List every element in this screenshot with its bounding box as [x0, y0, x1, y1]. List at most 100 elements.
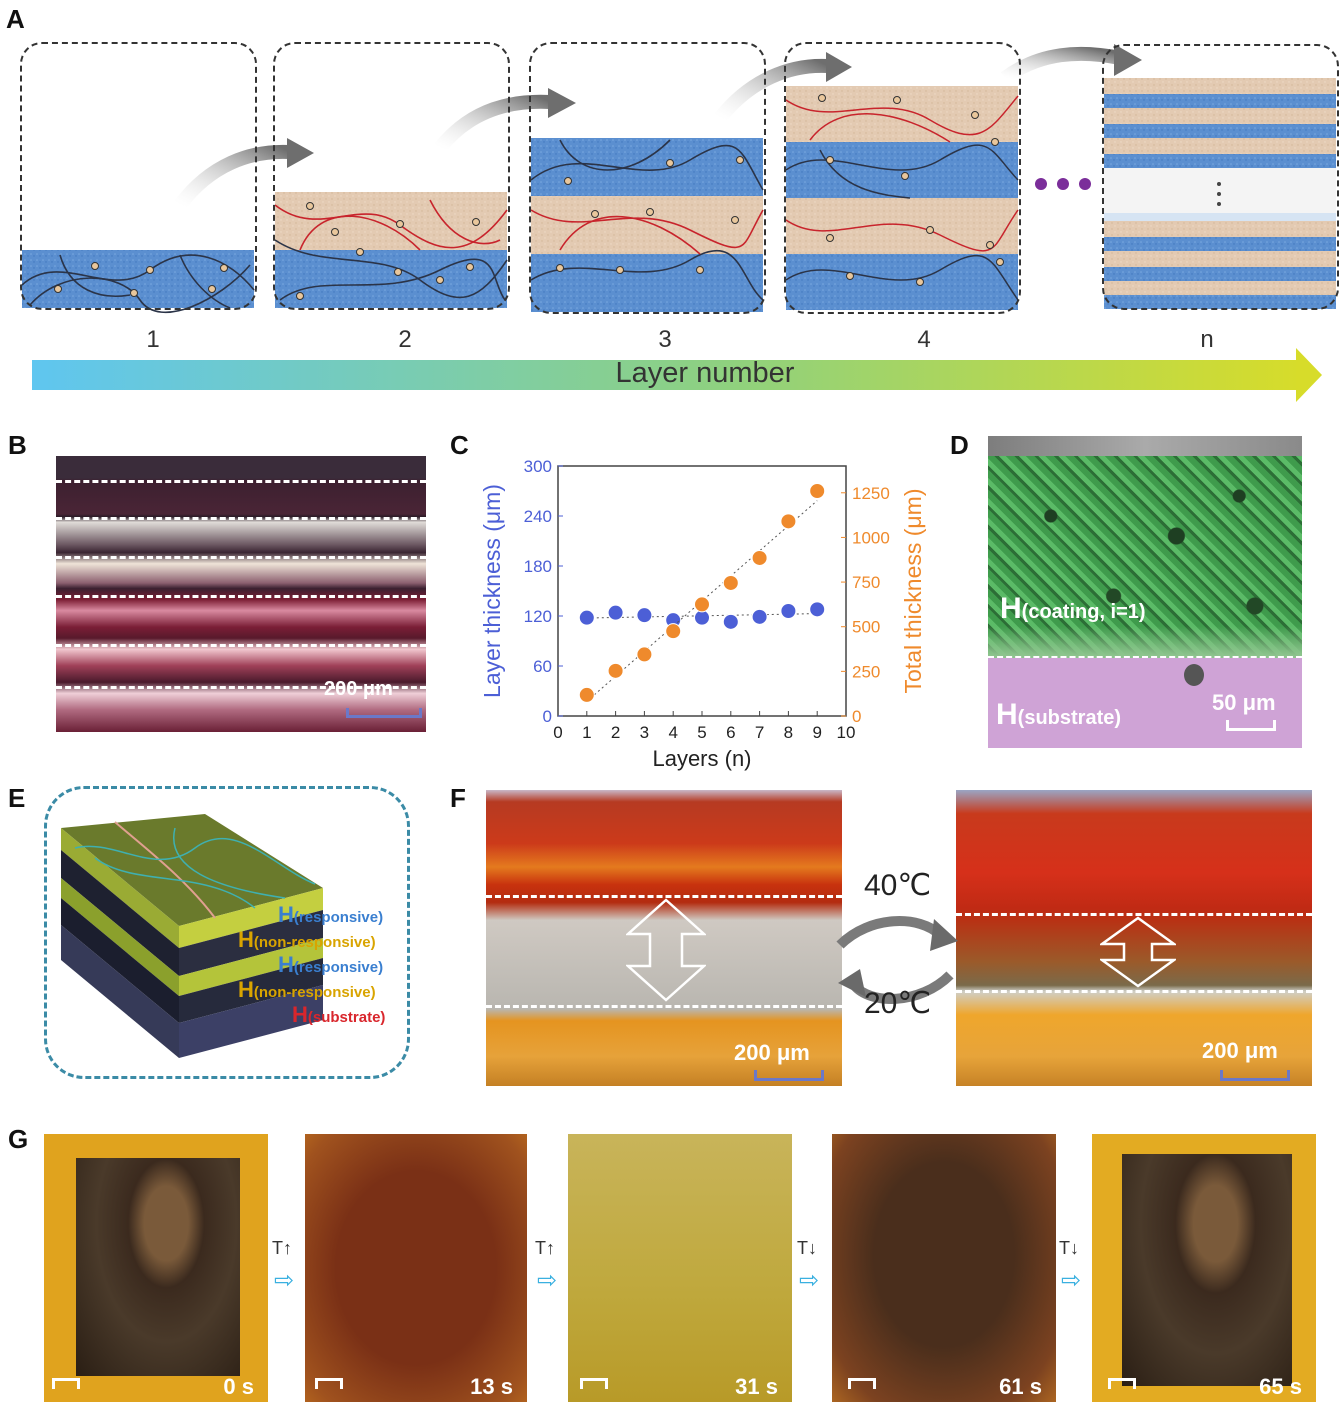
optical-micrograph-layers: 200 μm [56, 456, 426, 732]
next-arrow-2: ⇨ [537, 1266, 557, 1295]
time-label-2: 31 s [735, 1374, 778, 1400]
data-point-left [637, 608, 652, 623]
time-label-1: 13 s [470, 1374, 513, 1400]
next-arrow-3: ⇨ [799, 1266, 819, 1295]
next-arrow-4: ⇨ [1061, 1266, 1081, 1295]
y2-tick-label: 1000 [852, 528, 890, 547]
legend-responsive-1: H(responsive) [278, 904, 385, 929]
thickness-chart: 0 1 2 3 4 5 6 7 8 9 100601201802403000250500750100… [470, 440, 930, 785]
legend-substrate: H(substrate) [292, 1004, 385, 1029]
time-label-3: 61 s [999, 1374, 1042, 1400]
x-tick-label: 8 [784, 723, 793, 742]
substrate-label: H(substrate) [996, 698, 1121, 732]
x-tick-label: 0 [553, 723, 562, 742]
y-tick-label: 60 [533, 657, 552, 676]
y2-tick-label: 250 [852, 662, 880, 681]
scale-label-f-left: 200 μm [734, 1040, 810, 1066]
data-point-right [810, 484, 825, 499]
cross-section-20c: 200 μm [486, 790, 842, 1086]
arrow-label-1: T↑ [272, 1238, 292, 1259]
photo-61s: 61 s [832, 1134, 1056, 1402]
arrow-label-2: T↑ [535, 1238, 555, 1259]
x-tick-label: 4 [668, 723, 677, 742]
layer-number-axis-label: Layer number [560, 357, 850, 390]
data-point-right [781, 514, 796, 529]
stage-3-box [529, 42, 766, 314]
data-point-left [810, 602, 825, 617]
time-label-0: 0 s [223, 1374, 254, 1400]
data-point-right [637, 647, 652, 662]
ellipsis-dots [1035, 178, 1091, 190]
data-point-right [695, 597, 710, 612]
x-tick-label: 1 [582, 723, 591, 742]
time-label-4: 65 s [1259, 1374, 1302, 1400]
x-tick-label: 5 [697, 723, 706, 742]
y2-tick-label: 1250 [852, 484, 890, 503]
y2-tick-label: 500 [852, 618, 880, 637]
legend-responsive-2: H(responsive) [278, 954, 385, 979]
stage-label-1: 1 [133, 326, 173, 354]
plot-frame [558, 466, 846, 716]
stage-label-2: 2 [385, 326, 425, 354]
x-axis-label: Layers (n) [652, 746, 751, 771]
data-point-left [781, 604, 796, 619]
scale-bar-d [1226, 720, 1276, 731]
data-point-right [723, 575, 738, 590]
photo-31s: 31 s [568, 1134, 792, 1402]
scale-label-b: 200 μm [324, 678, 393, 701]
data-point-left [608, 605, 623, 620]
y-tick-label: 180 [524, 557, 552, 576]
panel-letter-d: D [950, 430, 969, 461]
scale-bar-f-left [754, 1070, 824, 1081]
stage-n-box [1102, 44, 1339, 310]
data-point-right [608, 663, 623, 678]
data-point-right [752, 550, 767, 565]
panel-letter-g: G [8, 1124, 28, 1155]
panel-letter-c: C [450, 430, 469, 461]
data-point-left [752, 609, 767, 624]
photo-13s: 13 s [305, 1134, 527, 1402]
y-axis-label: Layer thickness (μm) [479, 484, 505, 698]
cross-section-40c: 200 μm [956, 790, 1312, 1086]
stage-label-n: n [1187, 326, 1227, 354]
scale-label-d: 50 μm [1212, 690, 1276, 716]
data-point-left [579, 610, 594, 625]
x-tick-label: 6 [726, 723, 735, 742]
legend-nonresponsive-1: H(non-responsive) [238, 929, 385, 954]
photo-0s: 0 s [44, 1134, 268, 1402]
stage-label-4: 4 [904, 326, 944, 354]
y2-axis-label: Total thickness (μm) [900, 489, 926, 694]
stage-label-3: 3 [645, 326, 685, 354]
stage-1-box [20, 42, 257, 310]
photo-65s: 65 s [1092, 1134, 1316, 1402]
data-point-right [666, 624, 681, 639]
y2-tick-label: 750 [852, 573, 880, 592]
arrow-label-4: T↓ [1059, 1238, 1079, 1259]
sem-image: H(coating, i=1) H(substrate) 50 μm [988, 436, 1302, 748]
legend-nonresponsive-2: H(non-responsive) [238, 979, 385, 1004]
y-tick-label: 240 [524, 507, 552, 526]
stage-4-box [784, 42, 1021, 314]
scale-bar-b [346, 708, 422, 718]
y-tick-label: 0 [543, 707, 552, 726]
temp-low-label: 20℃ [864, 986, 931, 1021]
x-tick-label: 9 [812, 723, 821, 742]
data-point-right [579, 687, 594, 702]
next-arrow-1: ⇨ [274, 1266, 294, 1295]
panel-letter-f: F [450, 783, 466, 814]
scale-label-f-right: 200 μm [1202, 1038, 1278, 1064]
data-point-left [695, 610, 710, 625]
coating-label: H(coating, i=1) [1000, 592, 1146, 626]
x-tick-label: 7 [755, 723, 764, 742]
stage-2-box [273, 42, 510, 310]
arrow-label-3: T↓ [797, 1238, 817, 1259]
scale-bar-f-right [1220, 1070, 1290, 1081]
y-tick-label: 120 [524, 607, 552, 626]
x-tick-label: 2 [611, 723, 620, 742]
panel-letter-e: E [8, 783, 25, 814]
panel-letter-b: B [8, 430, 27, 461]
layer-legend: H(responsive) H(non-responsive) H(respon… [238, 904, 385, 1029]
data-point-left [723, 614, 738, 629]
y2-tick-label: 0 [852, 707, 861, 726]
temp-high-label: 40℃ [864, 868, 931, 903]
